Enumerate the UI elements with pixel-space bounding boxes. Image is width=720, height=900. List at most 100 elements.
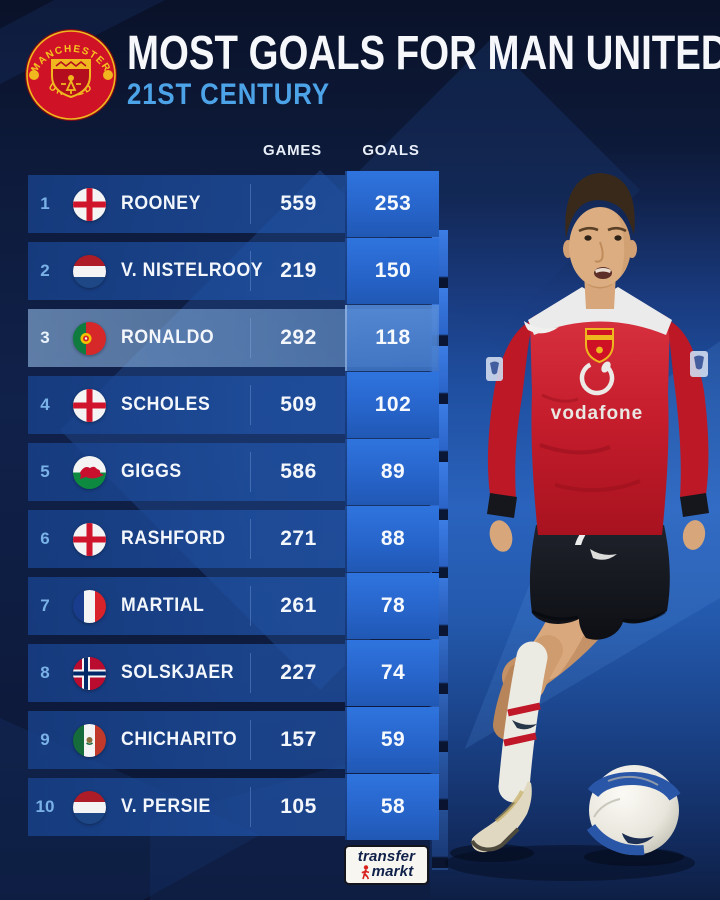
- flag-netherlands-icon: [73, 790, 106, 824]
- games-value: 105: [280, 795, 317, 818]
- crest-devil-icon: [68, 75, 74, 81]
- rank-label: 3: [40, 328, 50, 347]
- player-name: RONALDO: [121, 327, 215, 348]
- boot-shadow: [450, 844, 534, 862]
- transfermarkt-logo: transfer markt: [344, 845, 429, 885]
- player-name: V. PERSIE: [121, 796, 211, 817]
- ball-swoosh-icon: [622, 833, 654, 845]
- goals-box: 58: [345, 774, 439, 840]
- player-name: RASHFORD: [121, 528, 226, 549]
- games-value: 219: [280, 259, 317, 282]
- column-divider: [250, 586, 251, 626]
- rank-label: 7: [40, 596, 50, 615]
- vodafone-logo-icon: [579, 360, 615, 396]
- goals-box: 118: [345, 305, 439, 371]
- goals-box: 74: [345, 640, 439, 706]
- column-header-games: GAMES: [262, 142, 322, 159]
- goals-box: 150: [345, 238, 439, 304]
- player-name: SCHOLES: [121, 394, 211, 415]
- player-photo-panel: 7: [430, 145, 720, 900]
- goals-value: 58: [380, 795, 406, 818]
- player-head: [563, 173, 637, 309]
- flag-netherlands-icon: [73, 254, 106, 288]
- table-row: 7 MARTIAL 261 78: [28, 573, 439, 639]
- goals-box: 78: [345, 573, 439, 639]
- player-name: ROONEY: [121, 193, 201, 214]
- club-crest-icon: [585, 328, 614, 364]
- rank-label: 4: [40, 395, 50, 414]
- rank-label: 1: [40, 194, 50, 213]
- goals-value: 89: [380, 460, 406, 483]
- ronaldo-photo: 7: [445, 173, 709, 881]
- table-row-highlighted: 3 RONALDO 292 118: [28, 305, 439, 371]
- player-name: GIGGS: [121, 461, 182, 482]
- nike-swoosh-icon: [524, 321, 559, 334]
- games-value: 261: [280, 594, 317, 617]
- games-value: 559: [280, 192, 317, 215]
- goals-box: 88: [345, 506, 439, 572]
- column-divider: [250, 653, 251, 693]
- table-row: 10 V. PERSIE 105 58: [28, 774, 439, 840]
- player-name: V. NISTELROOY: [121, 260, 264, 281]
- player-name: MARTIAL: [121, 595, 205, 616]
- games-value: 292: [280, 326, 317, 349]
- table-row: 1 ROONEY 559 253: [28, 171, 439, 237]
- player-shirt: vodafone: [486, 287, 709, 552]
- goals-value: 88: [380, 527, 406, 550]
- goals-value: 150: [374, 259, 412, 282]
- shirt-sponsor-text: vodafone: [551, 403, 643, 424]
- rank-label: 10: [35, 797, 55, 816]
- goals-value: 78: [380, 594, 406, 617]
- shorts-swoosh-icon: [590, 549, 617, 560]
- man-united-crest: MANCHESTER UNITED: [25, 29, 117, 121]
- goals-value: 59: [380, 728, 406, 751]
- player-sock: [498, 641, 548, 803]
- column-divider: [250, 251, 251, 291]
- rank-label: 5: [40, 462, 50, 481]
- games-value: 509: [280, 393, 317, 416]
- games-value: 586: [280, 460, 317, 483]
- transfermarkt-logo-line1: transfer: [357, 848, 416, 866]
- goals-box: 89: [345, 439, 439, 505]
- flag-england-icon: [73, 522, 106, 556]
- player-name: CHICHARITO: [121, 729, 238, 750]
- rank-label: 6: [40, 529, 50, 548]
- goals-value: 102: [374, 393, 412, 416]
- games-value: 227: [280, 661, 317, 684]
- games-value: 157: [280, 728, 317, 751]
- rank-label: 9: [40, 730, 50, 749]
- flag-norway-icon: [73, 656, 106, 690]
- games-value: 271: [280, 527, 317, 550]
- page-title: MOST GOALS FOR MAN UNITED: [127, 27, 720, 80]
- column-divider: [250, 385, 251, 425]
- flag-england-icon: [73, 388, 106, 422]
- column-divider: [250, 452, 251, 492]
- column-divider: [250, 519, 251, 559]
- goals-value: 74: [380, 661, 406, 684]
- page-subtitle: 21ST CENTURY: [127, 78, 330, 111]
- crest-ball-icon: [29, 70, 39, 80]
- transfermarkt-logo-line2: markt: [371, 863, 414, 880]
- table-row: 4 SCHOLES 509 102: [28, 372, 439, 438]
- player-name: SOLSKJAER: [121, 662, 235, 683]
- goals-box: 59: [345, 707, 439, 773]
- goals-value: 253: [374, 192, 412, 215]
- column-divider: [250, 787, 251, 827]
- sock-swoosh-icon: [512, 720, 537, 730]
- ball-shadow: [584, 848, 684, 866]
- column-divider: [250, 720, 251, 760]
- goals-box: 253: [345, 171, 439, 237]
- rank-label: 2: [40, 261, 50, 280]
- flag-france-icon: [73, 589, 106, 623]
- table-row: 8 SOLSKJAER 227 74: [28, 640, 439, 706]
- flag-england-icon: [73, 187, 106, 221]
- goals-value: 118: [375, 326, 411, 349]
- table-row: 6 RASHFORD 271 88: [28, 506, 439, 572]
- shirt-collar: [528, 287, 672, 335]
- column-divider: [250, 318, 251, 358]
- football: [586, 765, 681, 856]
- table-row: 2 V. NISTELROOY 219 150: [28, 238, 439, 304]
- table-row: 5 GIGGS 586 89: [28, 439, 439, 505]
- column-header-goals: GOALS: [362, 142, 420, 159]
